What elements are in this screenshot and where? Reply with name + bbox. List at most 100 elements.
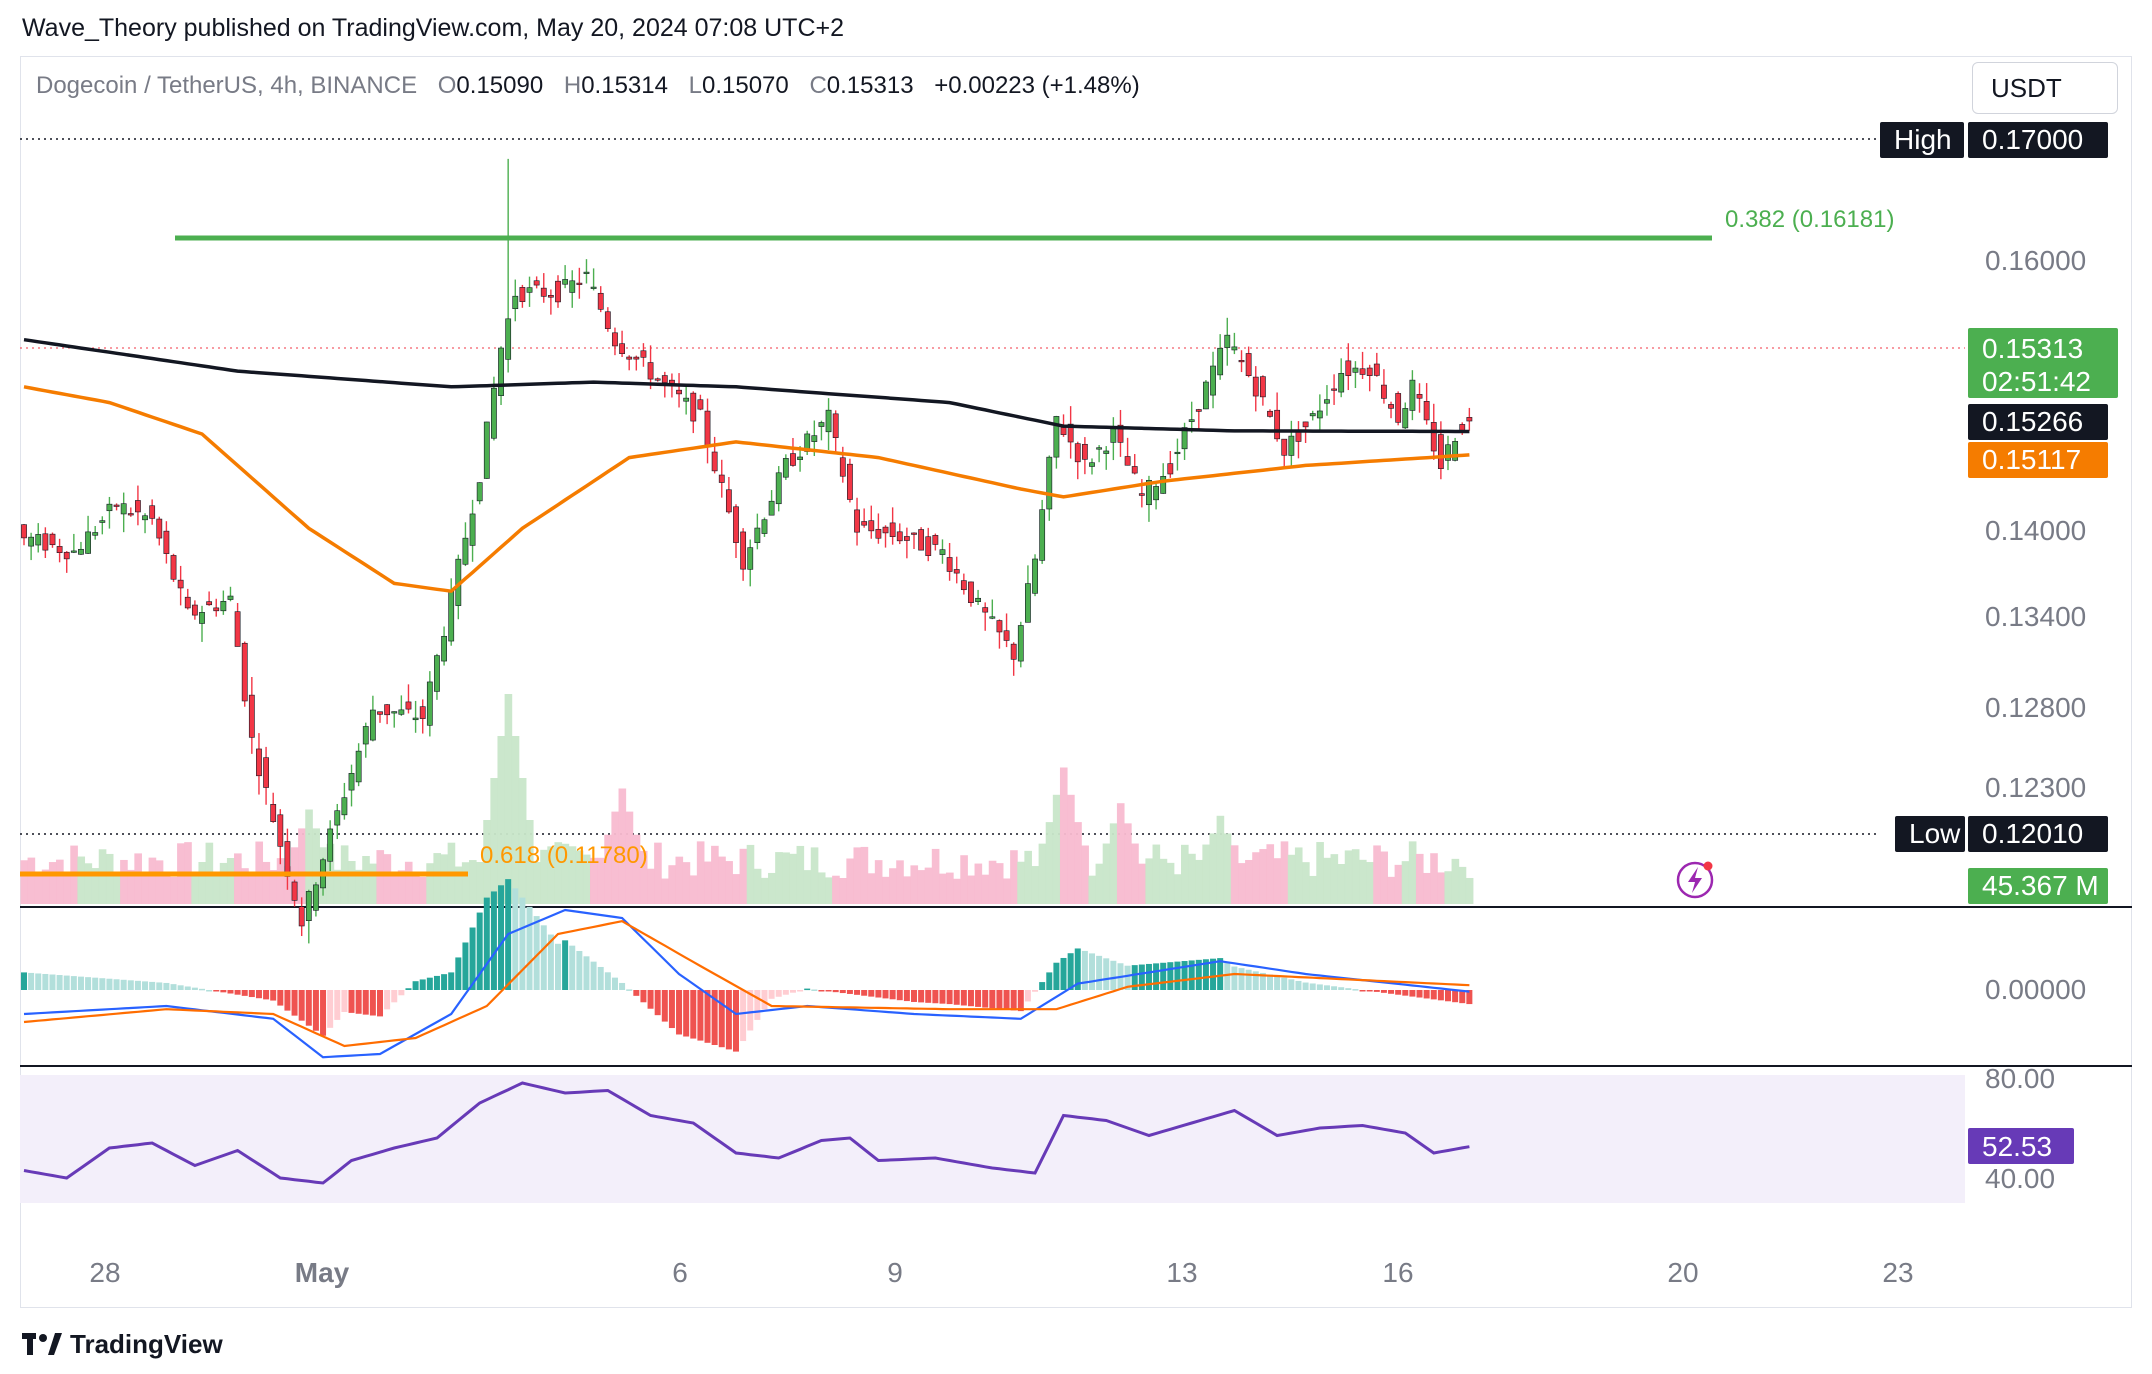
macd-histogram-bar [611,977,618,990]
macd-histogram-bar [1174,961,1181,990]
macd-histogram-bar [1395,990,1402,995]
candle-body [1181,427,1188,450]
candle-body [1381,384,1387,399]
candle-body [697,399,704,410]
volume-bar [376,850,385,904]
macd-histogram-bar [1302,982,1309,990]
time-axis-tick: 6 [672,1257,688,1288]
macd-histogram-bar [1430,990,1437,1000]
candle-body [754,527,761,543]
volume-bar [234,853,242,904]
volume-bar [1351,849,1360,904]
macd-histogram-bar [1245,969,1252,990]
candle-body [1395,393,1402,423]
macd-histogram-bar [1316,984,1323,990]
volume-bar [191,874,199,904]
volume-bar [298,828,306,904]
last-price-tag: 0.15313 [1982,333,2083,364]
volume-bar [1252,852,1260,904]
macd-histogram-bar [918,990,925,1003]
ohlc-legend: Dogecoin / TetherUS, 4h, BINANCE O0.1509… [36,72,1140,100]
candle-body [626,356,633,360]
macd-histogram-bar [77,976,84,990]
time-axis-tick: 23 [1882,1257,1913,1288]
candle-body [1074,443,1081,463]
volume-bar [433,853,442,904]
macd-histogram-bar [654,990,661,1016]
volume-bar [867,873,876,904]
macd-histogram-bar [462,942,469,990]
volume-bar [98,849,107,904]
volume-bar [782,852,790,904]
last-price-tag-bg [1968,328,2118,398]
candle-body [1452,441,1459,461]
candle-body [1352,367,1359,373]
volume-bar [219,862,228,904]
macd-histogram-bar [305,990,312,1026]
macd-histogram-bar [412,981,419,990]
macd-histogram-bar [754,990,761,1020]
legend-c-value: 0.15313 [826,72,914,99]
volume-bar [1287,854,1296,904]
candle-body [804,433,811,452]
macd-histogram-bar [1231,966,1238,990]
candle-body [127,513,134,516]
volume-bar [995,863,1004,904]
high-tag-label-bg [1880,122,1964,158]
macd-histogram-bar [1352,989,1359,991]
macd-histogram-bar [1274,976,1281,990]
volume-bar [1152,844,1161,904]
volume-bar [625,811,634,904]
macd-histogram-bar [619,982,626,990]
legend-o-label: O [437,72,457,99]
candle-body [996,620,1003,633]
candle-body [576,282,583,285]
price-axis-tick: 0.16000 [1985,245,2086,276]
macd-histogram-bar [1067,953,1074,990]
currency-selector[interactable]: USDT [1972,62,2118,114]
volume-bar [63,875,71,904]
candle-body [868,520,875,532]
candle-body [569,280,576,293]
ma50-tag-bg [1968,442,2108,478]
volume-bar [1266,844,1275,904]
macd-histogram-bar [498,885,505,990]
volume-bar [454,866,463,904]
volume-bar [226,857,235,904]
macd-histogram-bar [597,966,604,990]
macd-histogram-bar [1032,990,1039,992]
candle-body [896,531,903,542]
candle-body [270,804,277,822]
fib-618-label: 0.618 (0.11780) [480,842,648,869]
candle-body [968,581,974,603]
volume-bar [1202,844,1210,904]
volume-bar [988,860,997,904]
ma200-line [23,337,1470,434]
candle-body [1117,424,1124,443]
macd-histogram-bar [690,990,697,1039]
candle-body [284,841,291,877]
candle-body [1153,486,1159,501]
ma200-tag-bg [1968,404,2108,440]
volume-bar [1159,858,1168,904]
footer: TradingView [22,1326,223,1362]
candle-body [847,463,853,500]
volume-bar [397,870,406,904]
ma50-line [23,385,1470,594]
candle-body [1060,427,1067,435]
price-axis-tick: 0.12300 [1985,772,2086,803]
candle-body [1231,346,1238,351]
volume-bar [1045,822,1054,904]
macd-histogram-bar [99,978,106,990]
legend-c-label: C [809,72,827,99]
macd-histogram-bar [1388,990,1395,994]
volume-bar [711,845,719,904]
volume-bar [810,847,819,904]
macd-histogram-bar [476,912,483,990]
legend-l-label: L [688,72,702,99]
volume-bar [903,876,911,904]
candle-body [711,451,718,472]
macd-histogram-bar [270,990,277,1001]
macd-histogram-bar [56,975,63,990]
